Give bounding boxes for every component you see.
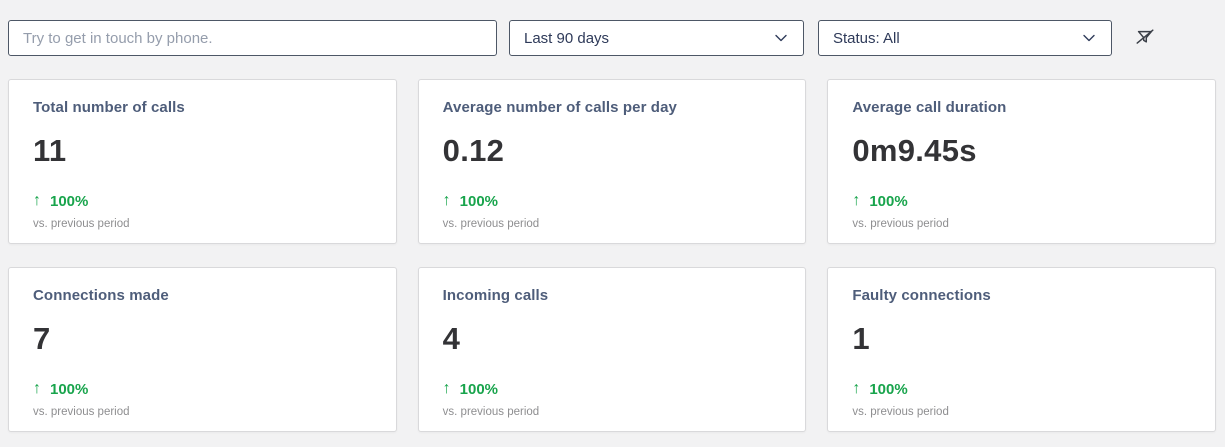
trend-indicator: ↑ 100% (33, 380, 372, 398)
card-title: Faulty connections (852, 287, 991, 304)
stat-card-avg-call-duration: Average call duration 0m9.45s ↑ 100% vs.… (827, 79, 1216, 244)
trend-caption: vs. previous period (852, 406, 949, 418)
trend-indicator: ↑ 100% (443, 192, 782, 210)
trend-value: 100% (50, 380, 89, 398)
trend-indicator: ↑ 100% (33, 192, 372, 210)
period-dropdown[interactable]: Last 90 days (509, 20, 804, 56)
trend-indicator: ↑ 100% (852, 192, 1191, 210)
trend-value: 100% (50, 192, 89, 210)
card-title: Connections made (33, 287, 169, 304)
card-value: 0m9.45s (852, 133, 977, 168)
trend-caption: vs. previous period (33, 406, 130, 418)
trend-caption: vs. previous period (852, 218, 949, 230)
arrow-up-icon: ↑ (852, 380, 861, 397)
stat-cards-grid: Total number of calls 11 ↑ 100% vs. prev… (8, 79, 1216, 432)
status-dropdown[interactable]: Status: All (818, 20, 1112, 56)
card-value: 11 (33, 133, 67, 168)
status-dropdown-value: Status: All (833, 29, 900, 47)
stat-card-connections-made: Connections made 7 ↑ 100% vs. previous p… (8, 267, 397, 432)
card-value: 7 (33, 321, 51, 356)
stat-card-avg-calls-per-day: Average number of calls per day 0.12 ↑ 1… (417, 79, 807, 244)
card-value: 4 (442, 321, 461, 356)
trend-caption: vs. previous period (442, 406, 540, 418)
trend-value: 100% (869, 380, 908, 398)
card-title: Average call duration (852, 99, 1007, 116)
arrow-up-icon: ↑ (33, 192, 41, 209)
search-input[interactable] (8, 20, 497, 56)
filter-off-icon (1136, 29, 1154, 44)
arrow-up-icon: ↑ (33, 380, 41, 397)
card-title: Incoming calls (442, 287, 549, 304)
card-title: Total number of calls (33, 99, 185, 116)
stat-card-incoming-calls: Incoming calls 4 ↑ 100% vs. previous per… (417, 267, 807, 432)
arrow-up-icon: ↑ (852, 192, 861, 209)
trend-caption: vs. previous period (33, 218, 130, 230)
period-dropdown-value: Last 90 days (524, 29, 610, 47)
trend-caption: vs. previous period (442, 218, 540, 230)
trend-indicator: ↑ 100% (852, 380, 1191, 398)
stat-card-total-calls: Total number of calls 11 ↑ 100% vs. prev… (8, 79, 397, 244)
arrow-up-icon: ↑ (442, 192, 451, 209)
stat-card-faulty-connections: Faulty connections 1 ↑ 100% vs. previous… (827, 267, 1216, 432)
trend-value: 100% (459, 192, 499, 210)
chevron-down-icon (1083, 34, 1095, 42)
card-value: 0.12 (442, 133, 505, 168)
chevron-down-icon (775, 34, 787, 42)
trend-value: 100% (869, 192, 908, 210)
trend-indicator: ↑ 100% (443, 380, 782, 398)
call-statistics-dashboard: Last 90 days Status: All Total number of… (8, 20, 1216, 432)
filter-toolbar: Last 90 days Status: All (8, 20, 1216, 56)
trend-value: 100% (459, 380, 499, 398)
card-value: 1 (852, 321, 870, 356)
clear-filters-button[interactable] (1131, 24, 1159, 52)
arrow-up-icon: ↑ (442, 380, 451, 397)
card-title: Average number of calls per day (442, 99, 677, 116)
